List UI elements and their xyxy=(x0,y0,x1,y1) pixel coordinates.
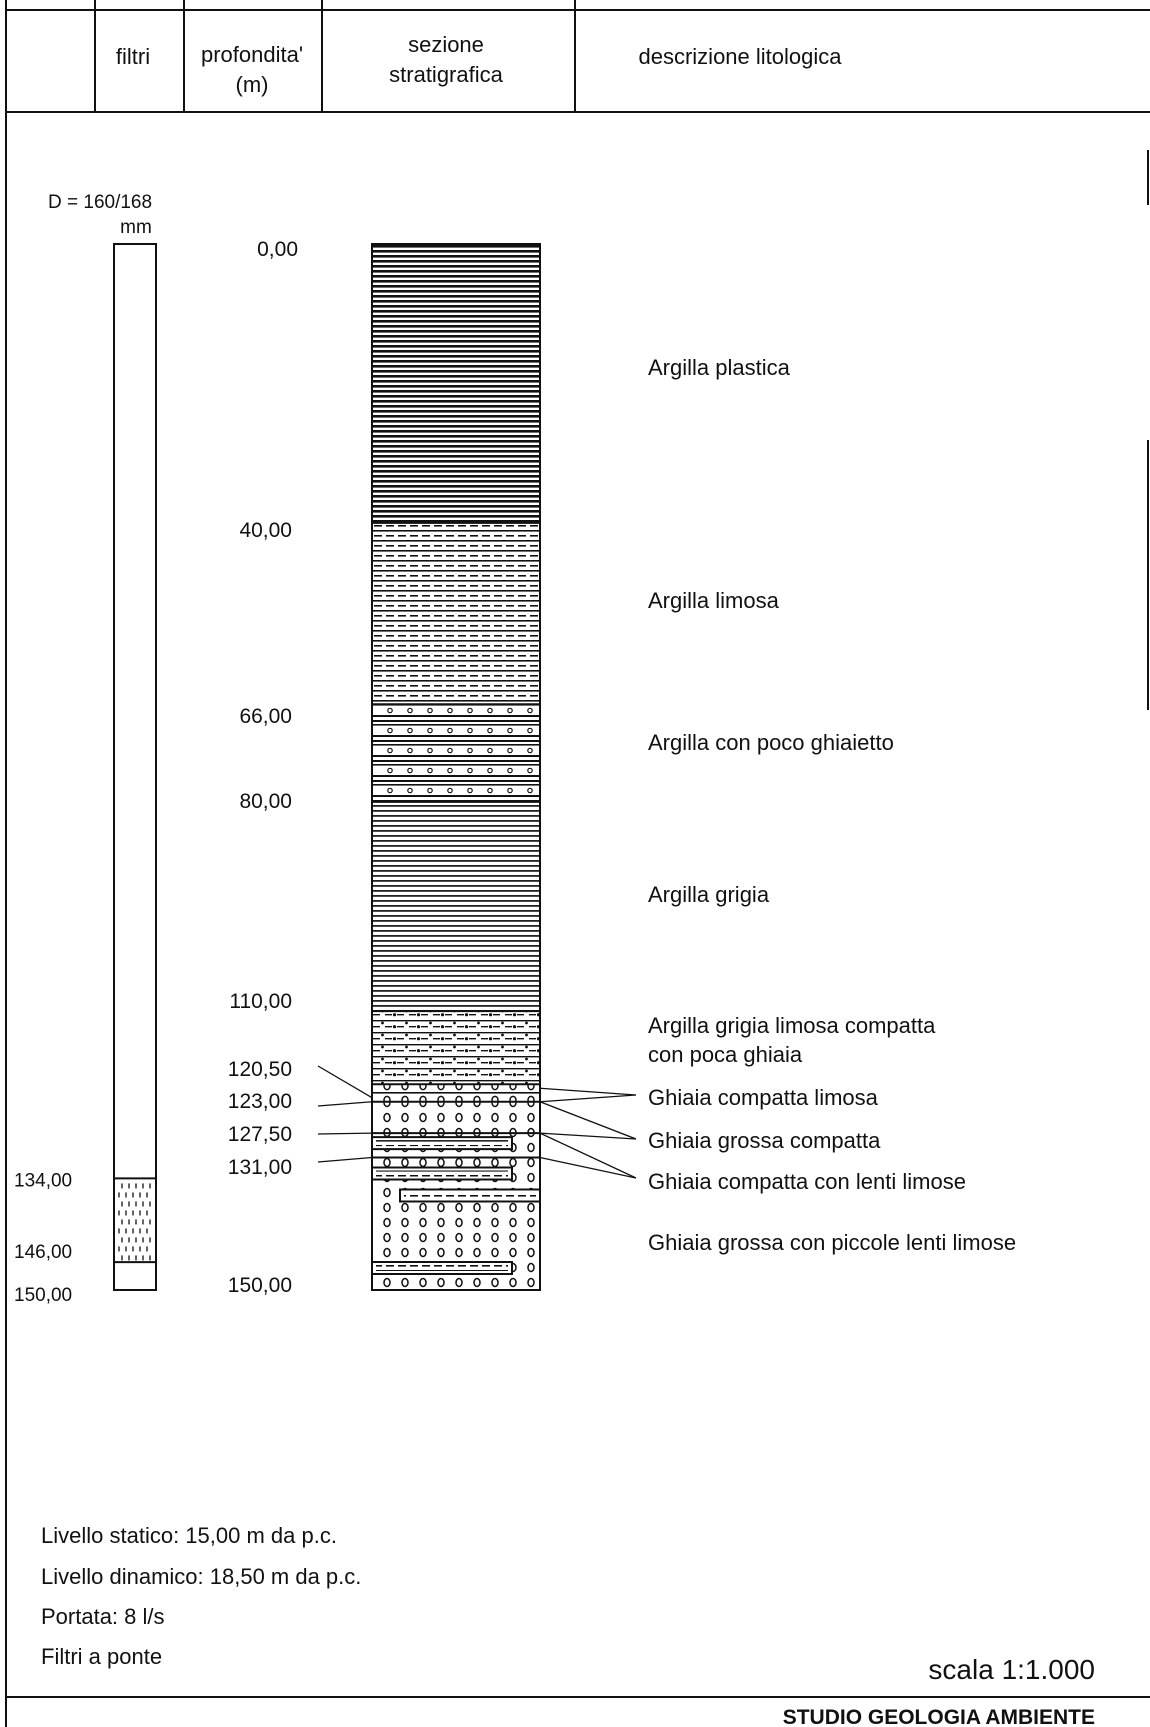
header-descrizione: descrizione litologica xyxy=(639,44,843,69)
column-outline xyxy=(371,243,541,1291)
strata-layer xyxy=(372,243,540,523)
header-sezione-2: stratigrafica xyxy=(389,62,503,87)
depth-leader xyxy=(317,1156,373,1163)
well-note: Filtri a ponte xyxy=(41,1644,162,1669)
well-notes: Livello statico: 15,00 m da p.c. Livello … xyxy=(41,1523,361,1669)
description-leader xyxy=(539,1101,637,1140)
strata-layer xyxy=(372,1156,540,1290)
header-sezione: sezione xyxy=(408,32,484,57)
casing-diameter-unit: mm xyxy=(120,217,152,238)
strata-layer xyxy=(372,703,540,802)
depth-label: 120,50 xyxy=(228,1058,292,1081)
depth-labels: 0,00 40,00 66,00 80,00 110,00 120,50 123,00 127… xyxy=(228,238,298,1297)
filter-top-depth: 134,00 xyxy=(14,1170,72,1191)
lithology-descriptions: Argilla plastica Argilla limosa Argilla co… xyxy=(648,355,1016,1255)
header-profondita-unit: (m) xyxy=(236,72,269,97)
strata-layer xyxy=(372,1083,540,1102)
description-leader xyxy=(539,1132,637,1179)
footer: scala 1:1.000 STUDIO GEOLOGIA AMBIENTE xyxy=(783,1654,1095,1727)
screen-filter xyxy=(118,1183,151,1261)
firm-name: STUDIO GEOLOGIA AMBIENTE xyxy=(783,1706,1095,1727)
well-note: Livello statico: 15,00 m da p.c. xyxy=(41,1523,337,1548)
depth-label: 0,00 xyxy=(257,238,298,261)
strata-layer xyxy=(372,1100,540,1134)
strata-layer xyxy=(372,800,540,1012)
well-note: Portata: 8 l/s xyxy=(41,1604,165,1629)
lithology-description: Ghiaia grossa con piccole lenti limose xyxy=(648,1230,1016,1255)
depth-leader xyxy=(317,1101,373,1107)
depth-label: 40,00 xyxy=(239,519,292,542)
depth-label: 80,00 xyxy=(239,790,292,813)
table-frame xyxy=(5,0,1150,1727)
leader-lines xyxy=(317,1065,637,1179)
casing-pipe xyxy=(113,243,157,1291)
strata-layer xyxy=(372,521,540,705)
scale-label: scala 1:1.000 xyxy=(928,1654,1095,1685)
lithology-description: con poca ghiaia xyxy=(648,1042,803,1067)
table-header: filtri profondita' (m) sezione stratigrafica… xyxy=(116,32,842,97)
depth-label: 131,00 xyxy=(228,1156,292,1179)
lithology-description: Argilla limosa xyxy=(648,588,780,613)
depth-leader xyxy=(317,1065,373,1099)
lithology-description: Argilla grigia limosa compatta xyxy=(648,1013,936,1038)
lithology-description: Argilla plastica xyxy=(648,355,791,380)
well-casing: D = 160/168 mm 134,00 146,00 150,00 xyxy=(14,192,157,1306)
depth-label: 123,00 xyxy=(228,1090,292,1113)
well-note: Livello dinamico: 18,50 m da p.c. xyxy=(41,1564,361,1589)
filter-bottom-depth: 146,00 xyxy=(14,1242,72,1263)
casing-diameter: D = 160/168 xyxy=(48,192,152,213)
stratigraphic-column xyxy=(371,243,541,1291)
casing-bottom-depth: 150,00 xyxy=(14,1285,72,1306)
description-leader xyxy=(539,1156,637,1179)
description-leader xyxy=(539,1087,637,1096)
description-leader xyxy=(539,1132,637,1140)
depth-label-bottom: 150,00 xyxy=(228,1274,292,1297)
depth-label: 66,00 xyxy=(239,705,292,728)
description-leader xyxy=(539,1094,637,1103)
strata-layer xyxy=(372,1010,540,1085)
lithology-description: Argilla con poco ghiaietto xyxy=(648,730,894,755)
depth-label: 127,50 xyxy=(228,1123,292,1146)
header-profondita: profondita' xyxy=(201,42,303,67)
strata-layer xyxy=(372,1132,540,1158)
header-filtri: filtri xyxy=(116,44,150,69)
lithology-description: Ghiaia compatta con lenti limose xyxy=(648,1169,966,1194)
depth-label: 110,00 xyxy=(229,990,292,1013)
depth-leader xyxy=(317,1132,373,1135)
lithology-description: Argilla grigia xyxy=(648,882,770,907)
lithology-description: Ghiaia compatta limosa xyxy=(648,1085,879,1110)
lithology-description: Ghiaia grossa compatta xyxy=(648,1128,881,1153)
